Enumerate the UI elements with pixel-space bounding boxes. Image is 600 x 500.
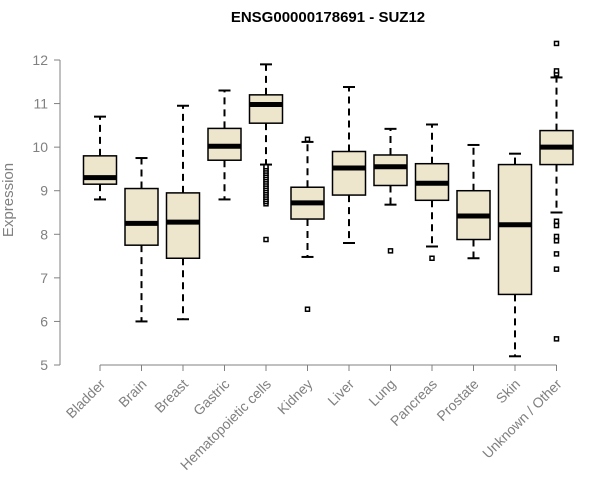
y-tick-label: 10 [32,139,48,155]
chart-title: ENSG00000178691 - SUZ12 [231,9,425,26]
y-axis: 5 6 7 8 9 10 11 12 [32,52,61,373]
box-8 [414,123,450,261]
x-tick-label: Bladder [63,376,109,422]
outlier-point [263,164,269,170]
boxes-group [82,40,574,358]
y-tick-label: 5 [40,357,48,373]
box-11 [539,40,574,342]
x-tick-label: Liver [324,376,357,409]
box-iqr [373,154,408,187]
box-5 [290,136,325,312]
x-tick-label: Breast [151,376,191,416]
outlier-point [387,248,394,254]
box-iqr [497,163,533,296]
y-tick-label: 8 [40,226,48,242]
box-3 [207,89,242,201]
y-tick-label: 7 [40,270,48,286]
box-2 [165,104,201,321]
x-tick-label: Prostate [433,376,481,424]
box-7 [373,127,408,254]
y-tick-label: 9 [40,183,48,199]
outlier-point [429,255,435,261]
box-1 [124,157,159,323]
box-iqr [124,187,159,246]
outlier-point [553,336,560,342]
outlier-point [304,306,311,312]
outlier-point [553,218,560,224]
y-axis-title: Expression [0,163,17,237]
outlier-point [553,222,560,229]
x-tick-label: Kidney [274,376,316,418]
box-4 [248,63,284,243]
box-6 [331,86,367,244]
box-10 [497,152,533,358]
y-tick-label: 11 [33,96,48,112]
y-tick-label: 12 [32,52,48,68]
box-iqr [248,94,284,124]
x-tick-label: Lung [365,376,398,409]
box-9 [456,143,491,260]
outlier-point [553,238,560,244]
outlier-point [553,40,560,47]
y-tick-label: 6 [40,313,48,329]
box-iqr [165,192,201,259]
x-tick-label: Brain [115,376,149,410]
outlier-point [263,236,269,243]
outlier-point [553,266,560,272]
outlier-point [553,68,560,74]
outlier-point [304,136,311,143]
outlier-point [553,233,560,240]
outlier-point [553,251,560,257]
box-0 [82,115,118,201]
box-iqr [331,150,367,196]
x-tick-label: Skin [493,376,524,407]
x-tick-label: Unknown / Other [479,376,565,462]
